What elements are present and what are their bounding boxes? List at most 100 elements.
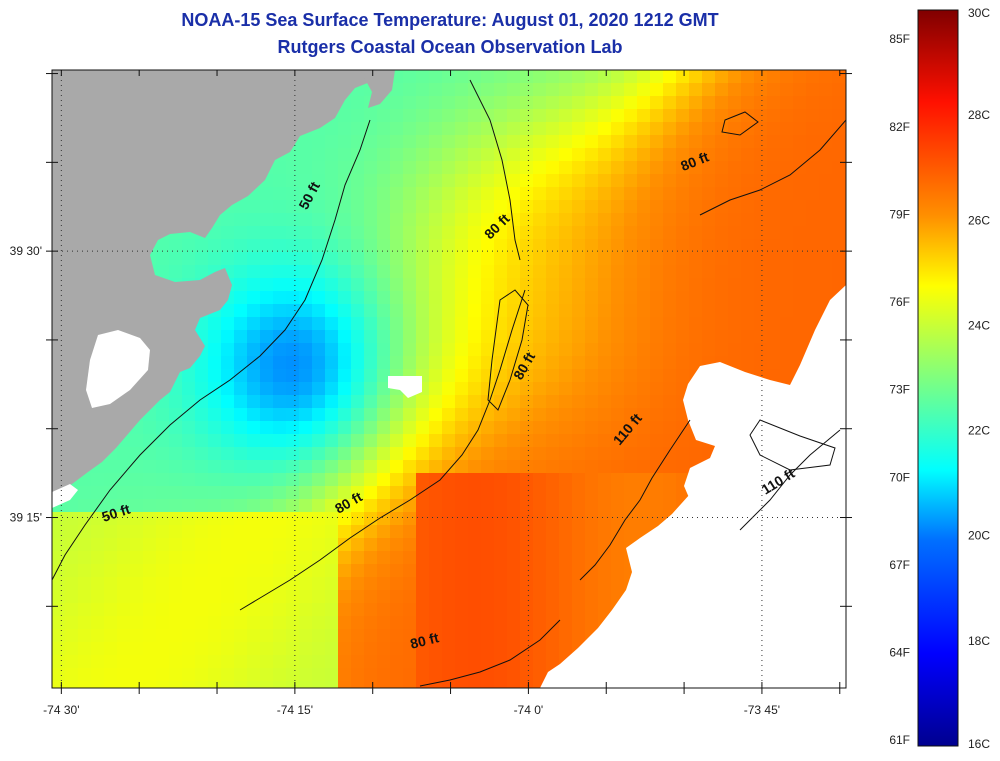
sst-pixel [390, 408, 404, 422]
sst-pixel [533, 356, 547, 370]
sst-pixel [663, 447, 677, 461]
sst-pixel [351, 551, 365, 565]
sst-pixel [182, 642, 196, 656]
sst-pixel [403, 629, 417, 643]
sst-pixel [507, 161, 521, 175]
sst-pixel [845, 239, 846, 253]
sst-pixel [611, 382, 625, 396]
sst-pixel [234, 200, 248, 214]
sst-pixel [585, 109, 599, 123]
sst-pixel [715, 265, 729, 279]
sst-pixel [442, 187, 456, 201]
sst-pixel [247, 304, 261, 318]
sst-pixel [715, 226, 729, 240]
sst-pixel [312, 603, 326, 617]
sst-pixel [767, 252, 781, 266]
sst-pixel [728, 343, 742, 357]
sst-pixel [208, 486, 222, 500]
sst-pixel [611, 96, 625, 110]
sst-pixel [468, 421, 482, 435]
sst-pixel [390, 434, 404, 448]
sst-pixel [637, 213, 651, 227]
sst-pixel [793, 83, 807, 97]
sst-pixel [351, 395, 365, 409]
sst-pixel [130, 512, 144, 526]
sst-pixel [234, 512, 248, 526]
sst-pixel [559, 109, 573, 123]
plot-frame [51, 69, 847, 689]
sst-pixel [416, 161, 430, 175]
sst-pixel [130, 447, 144, 461]
sst-pixel [468, 395, 482, 409]
sst-pixel [585, 239, 599, 253]
sst-pixel [338, 590, 352, 604]
sst-pixel [312, 304, 326, 318]
sst-pixel [429, 213, 443, 227]
sst-pixel [559, 96, 573, 110]
sst-pixel [468, 317, 482, 331]
sst-pixel [598, 421, 612, 435]
sst-pixel [195, 603, 209, 617]
sst-pixel [507, 96, 521, 110]
sst-pixel [728, 174, 742, 188]
sst-pixel [312, 525, 326, 539]
sst-pixel [403, 187, 417, 201]
sst-pixel [793, 252, 807, 266]
sst-pixel [234, 317, 248, 331]
sst-pixel [351, 291, 365, 305]
sst-pixel [195, 460, 209, 474]
sst-pixel [390, 629, 404, 643]
sst-pixel [598, 590, 612, 604]
sst-pixel [585, 473, 599, 487]
sst-pixel [273, 447, 287, 461]
sst-pixel [416, 590, 430, 604]
sst-pixel [442, 681, 456, 688]
sst-pixel [442, 603, 456, 617]
sst-pixel [845, 408, 846, 422]
sst-pixel [663, 96, 677, 110]
sst-pixel [104, 616, 118, 630]
sst-pixel [52, 577, 66, 591]
sst-pixel [429, 408, 443, 422]
sst-pixel [559, 70, 573, 84]
isobath-contours [52, 79, 846, 687]
sst-pixel [468, 447, 482, 461]
sst-pixel [338, 135, 352, 149]
sst-pixel [273, 187, 287, 201]
sst-pixel [832, 161, 846, 175]
sst-pixel [676, 122, 690, 136]
sst-pixel [455, 681, 469, 688]
sst-pixel [663, 499, 677, 513]
sst-pixel [351, 486, 365, 500]
sst-pixel [572, 564, 586, 578]
sst-pixel [468, 473, 482, 487]
sst-pixel [273, 538, 287, 552]
sst-pixel [611, 330, 625, 344]
sst-pixel [663, 473, 677, 487]
sst-pixel [546, 512, 560, 526]
sst-pixel [416, 629, 430, 643]
sst-pixel [208, 681, 222, 688]
sst-pixel [533, 291, 547, 305]
sst-pixel [845, 96, 846, 110]
sst-pixel [247, 460, 261, 474]
sst-pixel [260, 421, 274, 435]
sst-pixel [455, 642, 469, 656]
sst-pixel [78, 603, 92, 617]
sst-pixel [195, 590, 209, 604]
sst-pixel [247, 356, 261, 370]
sst-pixel [130, 603, 144, 617]
sst-pixel [403, 551, 417, 565]
sst-pixel [455, 356, 469, 370]
sst-pixel [572, 226, 586, 240]
sst-pixel [182, 434, 196, 448]
sst-pixel [260, 681, 274, 688]
sst-pixel [143, 499, 157, 513]
sst-pixel [156, 512, 170, 526]
sst-pixel [585, 434, 599, 448]
sst-pixel [754, 356, 768, 370]
colorbar-fahrenheit-label: 67F [889, 558, 910, 572]
sst-pixel [793, 226, 807, 240]
sst-pixel [286, 278, 300, 292]
